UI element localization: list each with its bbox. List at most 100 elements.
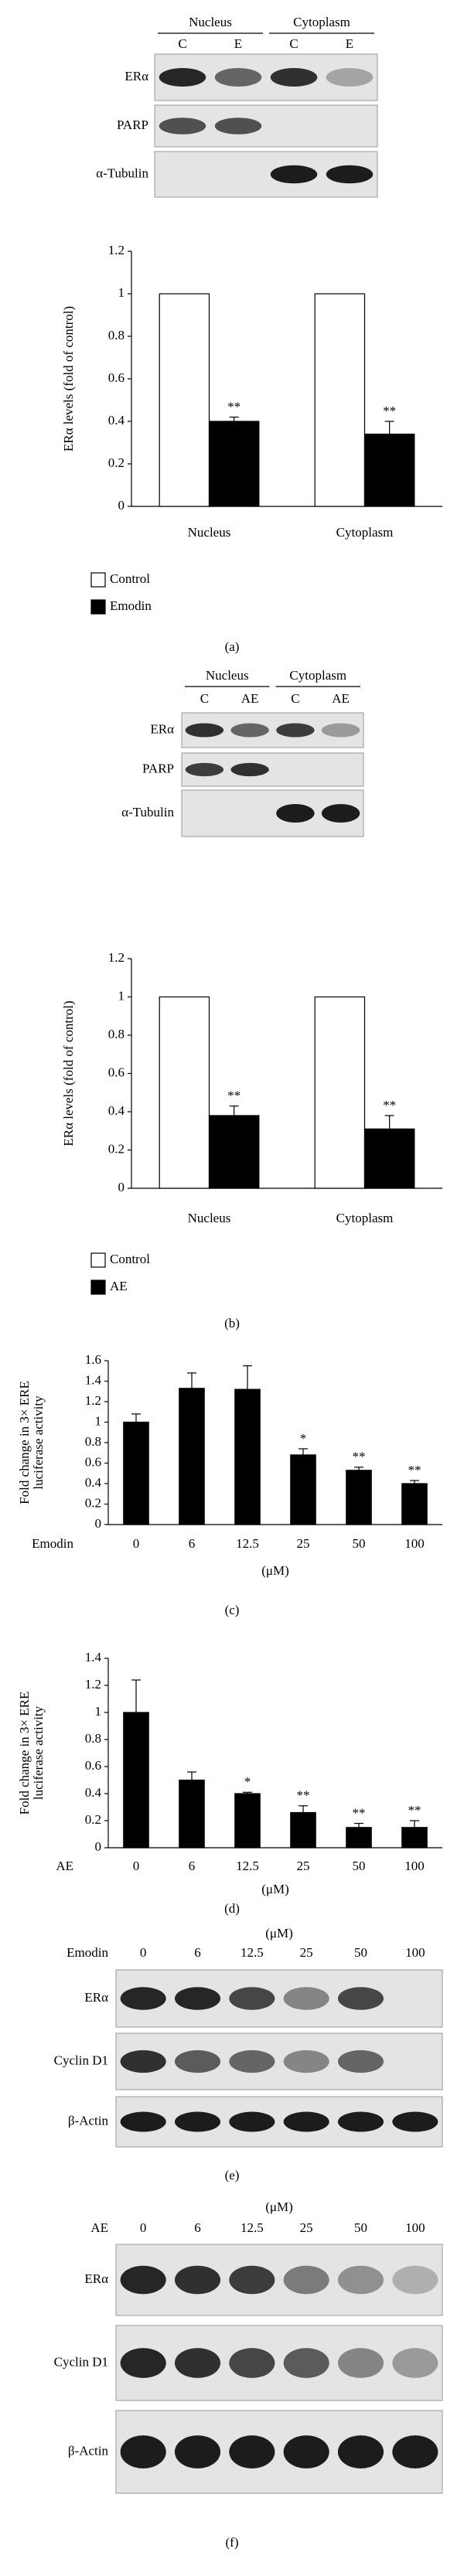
- band: [120, 2348, 166, 2378]
- band: [159, 68, 206, 87]
- lane-label: 25: [300, 1945, 313, 1960]
- band: [337, 2265, 384, 2295]
- lane-label: 100: [405, 2220, 425, 2235]
- error-bar: [299, 1805, 308, 1813]
- band: [283, 2435, 329, 2469]
- row-label: ERα: [125, 69, 148, 83]
- significance: **: [383, 1098, 396, 1113]
- band: [230, 723, 269, 738]
- lane-label: AE: [332, 691, 350, 706]
- band: [229, 2265, 275, 2295]
- bar: [179, 1388, 205, 1525]
- bar: [234, 1389, 261, 1525]
- treatment-label: AE: [90, 2220, 108, 2235]
- unit-label: (μM): [265, 1926, 293, 1941]
- y-tick-label: 0.6: [85, 1758, 101, 1773]
- band: [174, 2435, 221, 2469]
- y-tick-label: 0.4: [108, 1103, 125, 1118]
- band: [283, 2348, 329, 2378]
- bar: [290, 1811, 316, 1849]
- bar: [401, 1827, 428, 1849]
- error-bar: [354, 1467, 363, 1470]
- lane-label: 50: [354, 1945, 367, 1960]
- band: [337, 2348, 384, 2378]
- x-unit: (μM): [261, 1563, 289, 1578]
- y-tick-label: 1.4: [85, 1372, 102, 1387]
- lane-label: E: [234, 36, 242, 51]
- lane-label: C: [200, 691, 209, 706]
- bar: [363, 1128, 415, 1189]
- band: [270, 68, 318, 87]
- band: [214, 68, 262, 87]
- band: [174, 2348, 221, 2378]
- significance: **: [408, 1463, 421, 1477]
- band: [120, 1987, 166, 2010]
- x-tick-label: 12.5: [236, 1536, 259, 1551]
- lane-label: 0: [140, 1945, 147, 1960]
- band: [337, 2435, 384, 2469]
- band: [283, 2265, 329, 2295]
- blot-strip: [115, 2033, 443, 2090]
- y-axis-label: ERα levels (fold of control): [61, 306, 76, 451]
- band: [229, 2050, 275, 2073]
- error-bar: [354, 1822, 363, 1828]
- bar: [363, 433, 415, 507]
- bar: [401, 1483, 428, 1525]
- significance: *: [300, 1431, 307, 1446]
- significance: **: [353, 1450, 366, 1464]
- band: [392, 2348, 438, 2378]
- row-label: α-Tubulin: [96, 165, 148, 180]
- lane-label: 6: [194, 2220, 201, 2235]
- band: [174, 1987, 221, 2010]
- x-tick-label: 50: [353, 1536, 366, 1551]
- x-tick-label: 12.5: [236, 1859, 259, 1873]
- y-tick-label: 0.6: [85, 1454, 101, 1469]
- band: [230, 762, 269, 777]
- panel-label: (b): [224, 1316, 240, 1331]
- band: [337, 2111, 384, 2132]
- band: [229, 2111, 275, 2132]
- error-bar: [384, 1115, 394, 1130]
- lane-label: AE: [241, 691, 259, 706]
- y-axis-label: Fold change in 3× ERE: [17, 1692, 32, 1815]
- bar: [346, 1470, 372, 1525]
- significance: **: [353, 1805, 366, 1820]
- band: [159, 118, 206, 135]
- bar: [290, 1454, 316, 1525]
- panel-label: (d): [224, 1901, 240, 1916]
- y-tick-label: 0.2: [108, 1141, 125, 1156]
- row-label: β-Actin: [68, 2113, 109, 2128]
- band: [392, 2265, 438, 2295]
- band: [174, 2050, 221, 2073]
- legend-label: AE: [110, 1279, 128, 1293]
- y-tick-label: 0.8: [108, 328, 125, 342]
- y-tick-label: 1: [118, 285, 125, 300]
- legend-swatch: [90, 1279, 106, 1295]
- bar: [234, 1793, 261, 1849]
- y-tick-label: 0: [95, 1516, 102, 1531]
- panel-label: (e): [225, 2168, 240, 2182]
- y-tick-label: 0: [95, 1839, 102, 1854]
- x-tick-label: 25: [297, 1536, 310, 1551]
- y-axis-label: ERα levels (fold of control): [61, 1000, 76, 1146]
- group-label: Cytoplasm: [293, 15, 350, 29]
- bar: [208, 421, 260, 507]
- legend-label: Emodin: [110, 598, 152, 613]
- lane-label: 6: [194, 1945, 201, 1960]
- error-bar: [131, 1679, 141, 1712]
- x-prefix: AE: [56, 1859, 73, 1873]
- lane-label: C: [291, 691, 299, 706]
- y-tick-label: 1.2: [85, 1393, 101, 1408]
- panel-label: (a): [225, 639, 240, 654]
- x-tick-label: 6: [189, 1536, 196, 1551]
- y-tick-label: 1.6: [85, 1352, 101, 1367]
- row-label: ERα: [84, 2271, 108, 2286]
- bar: [123, 1712, 149, 1849]
- x-tick-label: 50: [353, 1859, 366, 1873]
- group-label: Cytoplasm: [289, 668, 346, 683]
- error-bar: [229, 416, 239, 421]
- bar: [314, 293, 366, 507]
- x-tick-label: 6: [189, 1859, 196, 1873]
- x-prefix: Emodin: [32, 1536, 73, 1551]
